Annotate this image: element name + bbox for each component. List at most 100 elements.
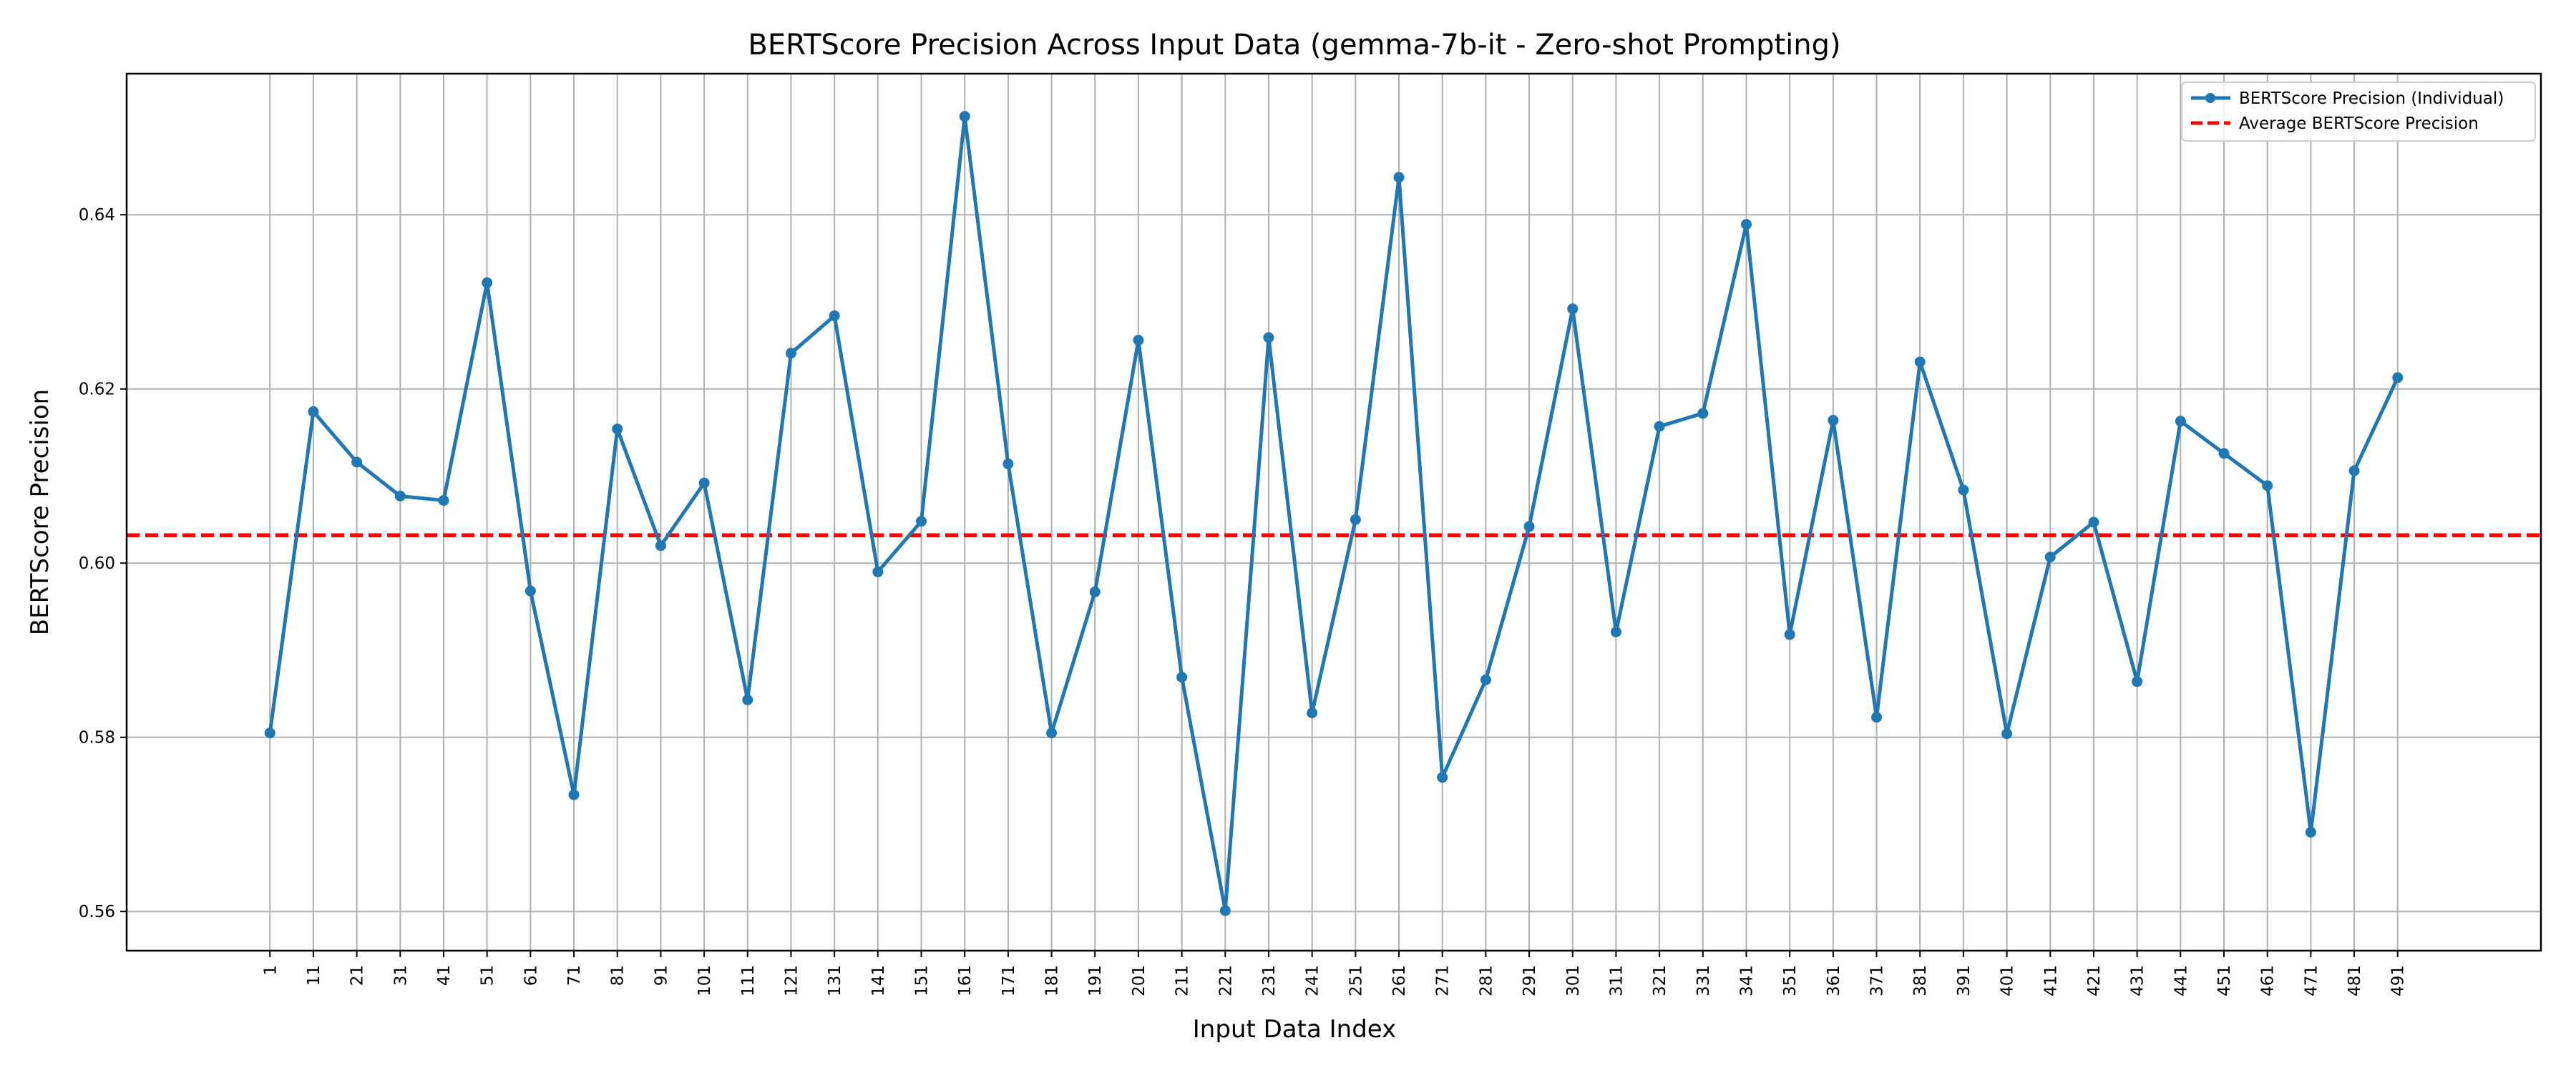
series-group: [264, 111, 2404, 916]
x-tick-label: 441: [2172, 965, 2190, 996]
y-tick-label: 0.58: [79, 729, 115, 748]
data-point: [1176, 672, 1188, 683]
x-tick-label: 181: [1043, 965, 1062, 996]
x-tick-label: 331: [1694, 965, 1713, 996]
x-axis-label: Input Data Index: [1193, 1015, 1396, 1044]
x-tick-label: 151: [913, 965, 932, 996]
x-tick-label: 401: [1999, 965, 2017, 996]
data-point: [612, 423, 623, 435]
x-axis-ticks: 1 11 21 31 41 51 61 71 81 91 101 111 121 131 141 151 161…: [261, 951, 2408, 996]
data-point: [2001, 728, 2013, 740]
x-tick-label: 491: [2389, 965, 2408, 996]
x-tick-label: 141: [869, 965, 888, 996]
data-point: [1002, 458, 1014, 469]
x-tick-label: 321: [1651, 965, 1669, 996]
x-tick-label: 121: [782, 965, 801, 996]
x-tick-label: 231: [1260, 965, 1279, 996]
x-tick-label: 311: [1607, 965, 1626, 996]
data-point: [568, 789, 580, 800]
x-tick-label: 351: [1781, 965, 1800, 996]
x-tick-label: 61: [522, 965, 540, 986]
data-point: [1784, 629, 1795, 640]
y-tick-label: 0.56: [79, 903, 115, 921]
x-tick-label: 201: [1130, 965, 1148, 996]
x-tick-label: 171: [1000, 965, 1018, 996]
x-tick-label: 271: [1434, 965, 1453, 996]
data-point: [1046, 727, 1058, 739]
data-point: [1871, 712, 1883, 723]
x-tick-label: 11: [305, 965, 323, 986]
x-tick-label: 221: [1216, 965, 1235, 996]
data-point: [1914, 356, 1926, 368]
x-tick-label: 451: [2215, 965, 2234, 996]
x-tick-label: 371: [1868, 965, 1887, 996]
legend-label-average: Average BERTScore Precision: [2239, 114, 2479, 133]
data-point: [1480, 674, 1491, 685]
chart-title: BERTScore Precision Across Input Data (g…: [748, 29, 1840, 62]
x-tick-label: 101: [696, 965, 714, 996]
data-point: [1133, 335, 1144, 346]
x-tick-label: 31: [391, 965, 410, 986]
y-axis-ticks: 0.56 0.58 0.60 0.62 0.64: [79, 206, 127, 921]
data-point: [1697, 408, 1709, 419]
x-tick-label: 481: [2346, 965, 2364, 996]
data-point: [2132, 676, 2143, 687]
data-point: [438, 495, 449, 506]
data-point: [264, 727, 275, 739]
data-point: [1828, 415, 1839, 426]
data-point: [1523, 521, 1535, 532]
data-point: [308, 406, 319, 417]
x-tick-label: 261: [1390, 965, 1409, 996]
data-point: [2088, 516, 2099, 528]
plot-frame: [125, 72, 2542, 952]
y-tick-label: 0.60: [79, 554, 115, 573]
data-point: [1567, 303, 1579, 315]
data-point: [1437, 772, 1448, 783]
x-tick-label: 111: [739, 965, 758, 996]
data-point: [1654, 421, 1665, 432]
series-line-individual: [268, 114, 2400, 913]
data-point: [394, 490, 406, 501]
data-point: [829, 310, 840, 321]
data-point: [1610, 626, 1621, 637]
y-tick-label: 0.62: [79, 381, 115, 399]
x-tick-label: 211: [1174, 965, 1192, 996]
data-point: [2392, 372, 2404, 383]
x-tick-label: 461: [2259, 965, 2278, 996]
data-point: [1219, 905, 1231, 916]
x-tick-label: 191: [1086, 965, 1105, 996]
legend: BERTScore Precision (Individual) Average…: [2181, 82, 2536, 142]
data-point: [1089, 586, 1101, 597]
data-point: [2305, 826, 2316, 838]
legend-marker-individual: [2205, 93, 2215, 103]
x-tick-label: 81: [609, 965, 628, 986]
data-point: [351, 456, 363, 468]
x-tick-label: 391: [1955, 965, 1974, 996]
x-tick-label: 241: [1304, 965, 1322, 996]
grid: [127, 74, 2541, 951]
x-tick-label: 131: [826, 965, 844, 996]
data-point: [698, 477, 710, 489]
data-point: [1740, 219, 1752, 230]
data-point: [2218, 448, 2230, 459]
x-tick-label: 341: [1737, 965, 1756, 996]
x-tick-label: 471: [2302, 965, 2321, 996]
legend-box: [2181, 82, 2536, 142]
data-point: [872, 566, 884, 577]
x-tick-label: 1: [261, 965, 280, 976]
x-tick-label: 161: [956, 965, 975, 996]
x-tick-label: 91: [652, 965, 670, 986]
data-point: [742, 694, 753, 705]
x-tick-label: 51: [479, 965, 497, 986]
data-point: [1393, 172, 1405, 183]
x-tick-label: 41: [435, 965, 454, 986]
data-point: [1263, 332, 1274, 343]
x-tick-label: 381: [1911, 965, 1930, 996]
data-point: [1350, 514, 1361, 525]
x-tick-label: 291: [1521, 965, 1539, 996]
data-point: [525, 585, 536, 597]
data-point: [916, 516, 927, 527]
data-point: [482, 277, 493, 288]
x-tick-label: 361: [1825, 965, 1843, 996]
